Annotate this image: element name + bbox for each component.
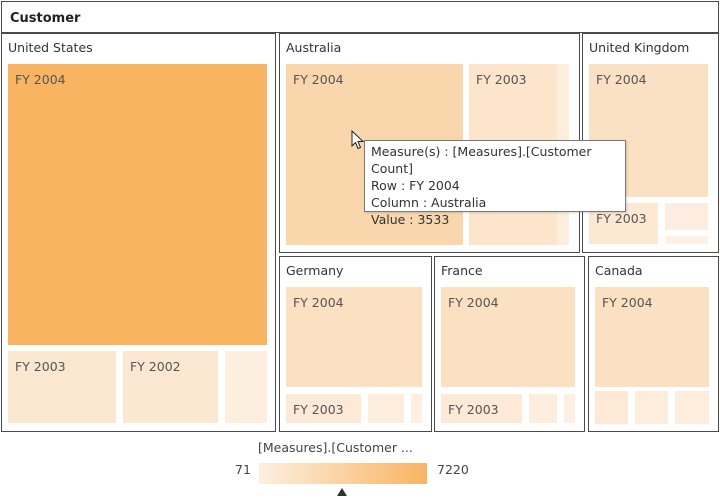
treemap-cell[interactable] xyxy=(368,394,404,423)
treemap-cell[interactable]: FY 2004 xyxy=(595,287,709,387)
treemap-cell[interactable] xyxy=(595,391,628,424)
treemap-cell-label: FY 2003 xyxy=(293,402,344,417)
treemap-cell-label: FY 2003 xyxy=(15,359,66,374)
legend-title: [Measures].[Customer ... xyxy=(258,440,413,455)
legend-pointer-icon xyxy=(337,488,347,496)
group-title-france: France xyxy=(441,263,483,278)
treemap-cell-label: FY 2004 xyxy=(293,72,344,87)
group-title-australia: Australia xyxy=(286,40,342,55)
treemap-cell-label: FY 2004 xyxy=(448,295,499,310)
treemap-cell[interactable] xyxy=(665,203,708,230)
treemap-cell[interactable]: FY 2003 xyxy=(8,351,116,423)
treemap-cell[interactable]: FY 2004 xyxy=(286,287,422,387)
treemap-cell[interactable] xyxy=(635,391,668,424)
treemap-cell[interactable]: FY 2004 xyxy=(441,287,575,387)
mouse-cursor-icon xyxy=(351,130,365,150)
legend-max-value: 7220 xyxy=(437,462,469,477)
treemap-cell-label: FY 2004 xyxy=(602,295,653,310)
treemap-root: Customer xyxy=(1,1,719,33)
group-title-united-states: United States xyxy=(8,40,93,55)
treemap-cell-label: FY 2004 xyxy=(293,295,344,310)
treemap-cell[interactable]: FY 2004 xyxy=(8,64,267,345)
group-title-canada: Canada xyxy=(595,263,643,278)
group-title-united-kingdom: United Kingdom xyxy=(589,40,690,55)
legend-gradient-bar xyxy=(259,463,427,484)
tooltip-value: Value : 3533 xyxy=(371,212,450,227)
treemap-cell[interactable] xyxy=(225,351,267,423)
treemap-cell-label: FY 2002 xyxy=(130,359,181,374)
treemap-cell-label: FY 2003 xyxy=(476,72,527,87)
treemap-cell[interactable] xyxy=(665,236,708,244)
value-tooltip: Measure(s) : [Measures].[Customer Count]… xyxy=(364,140,626,227)
tooltip-measure: Measure(s) : [Measures].[Customer Count] xyxy=(371,144,592,176)
treemap-cell-label: FY 2003 xyxy=(448,402,499,417)
treemap-cell-label: FY 2004 xyxy=(15,72,66,87)
treemap-cell[interactable]: FY 2003 xyxy=(441,394,522,423)
tooltip-column: Column : Australia xyxy=(371,195,487,210)
treemap-cell-label: FY 2004 xyxy=(596,72,647,87)
treemap-cell[interactable] xyxy=(411,394,422,423)
treemap-title: Customer xyxy=(10,11,81,26)
treemap-cell[interactable]: FY 2002 xyxy=(123,351,218,423)
treemap-cell[interactable]: FY 2003 xyxy=(286,394,361,423)
treemap-cell-label: FY 2003 xyxy=(596,211,647,226)
treemap-cell[interactable] xyxy=(564,394,575,423)
treemap-cell[interactable] xyxy=(529,394,557,423)
group-title-germany: Germany xyxy=(286,263,344,278)
legend-min-value: 71 xyxy=(235,462,251,477)
treemap-cell[interactable] xyxy=(675,391,709,424)
tooltip-row: Row : FY 2004 xyxy=(371,178,460,193)
